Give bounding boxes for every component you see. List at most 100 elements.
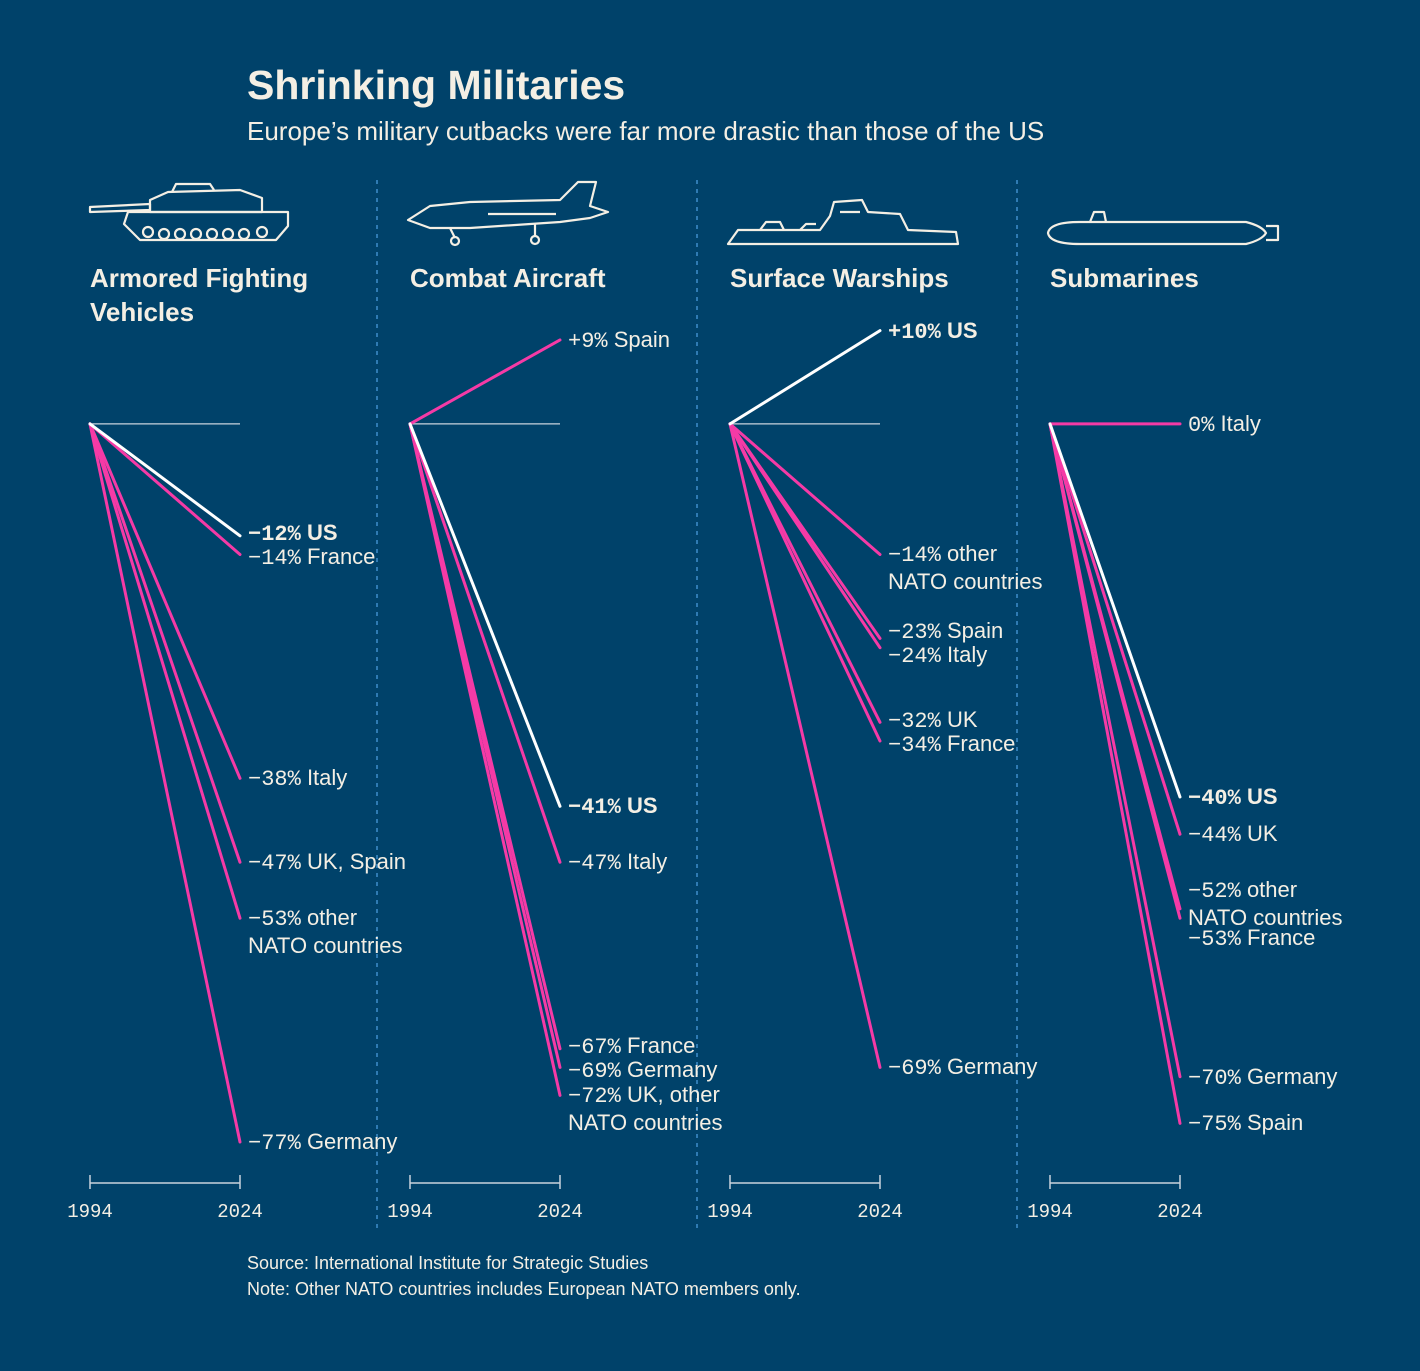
title: Shrinking Militaries (247, 62, 626, 108)
tank-icon (88, 182, 290, 242)
value-label: −53% (1188, 926, 1241, 952)
value-label: −14% (248, 546, 301, 572)
series-name: UK, Spain (306, 849, 406, 875)
value-label: −47% (568, 851, 621, 877)
data-label: −72% UK, other NATO countries (568, 1082, 734, 1136)
value-label: +10% (888, 319, 941, 345)
series-name: Germany (306, 1129, 398, 1155)
data-label: −67% France (568, 1033, 734, 1061)
x-tick-label: 2024 (857, 1201, 903, 1223)
value-label: −69% (888, 1056, 941, 1082)
slope-line (88, 422, 242, 920)
panel-title: Armored Fighting Vehicles (90, 263, 309, 327)
value-label: −32% (888, 708, 941, 734)
data-label: −34% France (888, 731, 1054, 759)
value-label: −44% (1188, 823, 1241, 849)
slope-line (408, 422, 562, 808)
value-label: 0% (1188, 412, 1215, 438)
series-name: US (1246, 783, 1278, 809)
panel-title: Combat Aircraft (410, 263, 606, 293)
series-name: Italy (306, 765, 348, 791)
value-label: −75% (1188, 1112, 1241, 1138)
series-name: France (306, 544, 376, 570)
series-name: Italy (626, 849, 668, 875)
value-label: −41% (568, 795, 621, 821)
x-tick-label: 2024 (1157, 1201, 1203, 1223)
data-label: −38% Italy (248, 765, 414, 793)
panel-title: Submarines (1050, 263, 1199, 293)
slope-line (1048, 422, 1182, 920)
series-name: Germany (946, 1054, 1038, 1080)
data-label: −77% Germany (248, 1129, 414, 1157)
slope-line (728, 329, 882, 426)
value-label: −67% (568, 1035, 621, 1061)
series-name: Italy (1220, 410, 1261, 436)
series-name: Spain (946, 618, 1004, 644)
data-label: −47% UK, Spain (248, 849, 414, 877)
x-tick-label: 1994 (387, 1201, 433, 1223)
value-label: −12% (248, 522, 301, 548)
value-label: −40% (1188, 785, 1241, 811)
data-label: −14% other NATO countries (888, 541, 1054, 595)
value-label: −70% (1188, 1065, 1241, 1091)
data-label: −23% Spain (888, 618, 1054, 646)
value-label: −69% (568, 1059, 621, 1085)
data-label: +9% Spain (568, 327, 734, 355)
x-tick-label: 1994 (1027, 1201, 1073, 1223)
slope-line (728, 422, 882, 650)
separators (376, 180, 1018, 1230)
series-name: US (306, 520, 338, 546)
data-label: −40% US (1188, 784, 1354, 812)
data-label: −53% France (1188, 925, 1354, 953)
note: Note: Other NATO countries includes Euro… (247, 1279, 801, 1299)
data-label: −41% US (568, 793, 734, 821)
data-label: −47% Italy (568, 849, 734, 877)
value-label: −77% (248, 1131, 301, 1157)
value-label: +9% (568, 328, 608, 354)
slope-line (1048, 422, 1182, 836)
x-tick-label: 2024 (537, 1201, 583, 1223)
data-label: 0% Italy (1188, 411, 1354, 439)
value-label: −38% (248, 767, 301, 793)
slope-line (1048, 422, 1182, 799)
value-label: −34% (888, 732, 941, 758)
data-label: −75% Spain (1188, 1110, 1354, 1138)
submarine-icon (1046, 210, 1280, 246)
source: Source: International Institute for Stra… (247, 1253, 649, 1273)
x-tick-label: 1994 (707, 1201, 753, 1223)
slope-line (728, 422, 882, 743)
data-label: −70% Germany (1188, 1064, 1354, 1092)
series-name: France (946, 730, 1016, 756)
data-label: −44% UK (1188, 821, 1354, 849)
data-label: −52% other NATO countries (1188, 877, 1354, 931)
slope-line (408, 422, 562, 864)
value-label: −14% (888, 543, 941, 569)
slope-line (88, 422, 242, 556)
series-name: other NATO countries (1188, 876, 1343, 930)
slope-line (408, 338, 562, 426)
value-label: −53% (248, 907, 301, 933)
slope-line (88, 422, 242, 538)
data-label: −53% other NATO countries (248, 905, 414, 959)
series-name: US (626, 793, 658, 819)
value-label: −47% (248, 851, 301, 877)
value-label: −72% (568, 1084, 621, 1110)
slope-line (1048, 422, 1182, 1125)
slope-line (88, 422, 242, 864)
series-name: UK, other NATO countries (568, 1082, 723, 1136)
value-label: −24% (888, 644, 941, 670)
value-label: −52% (1188, 878, 1241, 904)
slope-line (88, 422, 242, 1144)
data-label: −12% US (248, 520, 414, 548)
series-name: France (1246, 924, 1316, 950)
series-name: US (946, 317, 978, 343)
slope-line (88, 422, 242, 780)
data-label: −24% Italy (888, 642, 1054, 670)
series-name: Germany (1246, 1063, 1338, 1089)
series-name: UK (946, 706, 978, 732)
panel-title: Surface Warships (730, 263, 949, 293)
data-label: −69% Germany (568, 1057, 734, 1085)
series-name: Germany (626, 1057, 718, 1083)
x-tick-label: 1994 (67, 1201, 113, 1223)
